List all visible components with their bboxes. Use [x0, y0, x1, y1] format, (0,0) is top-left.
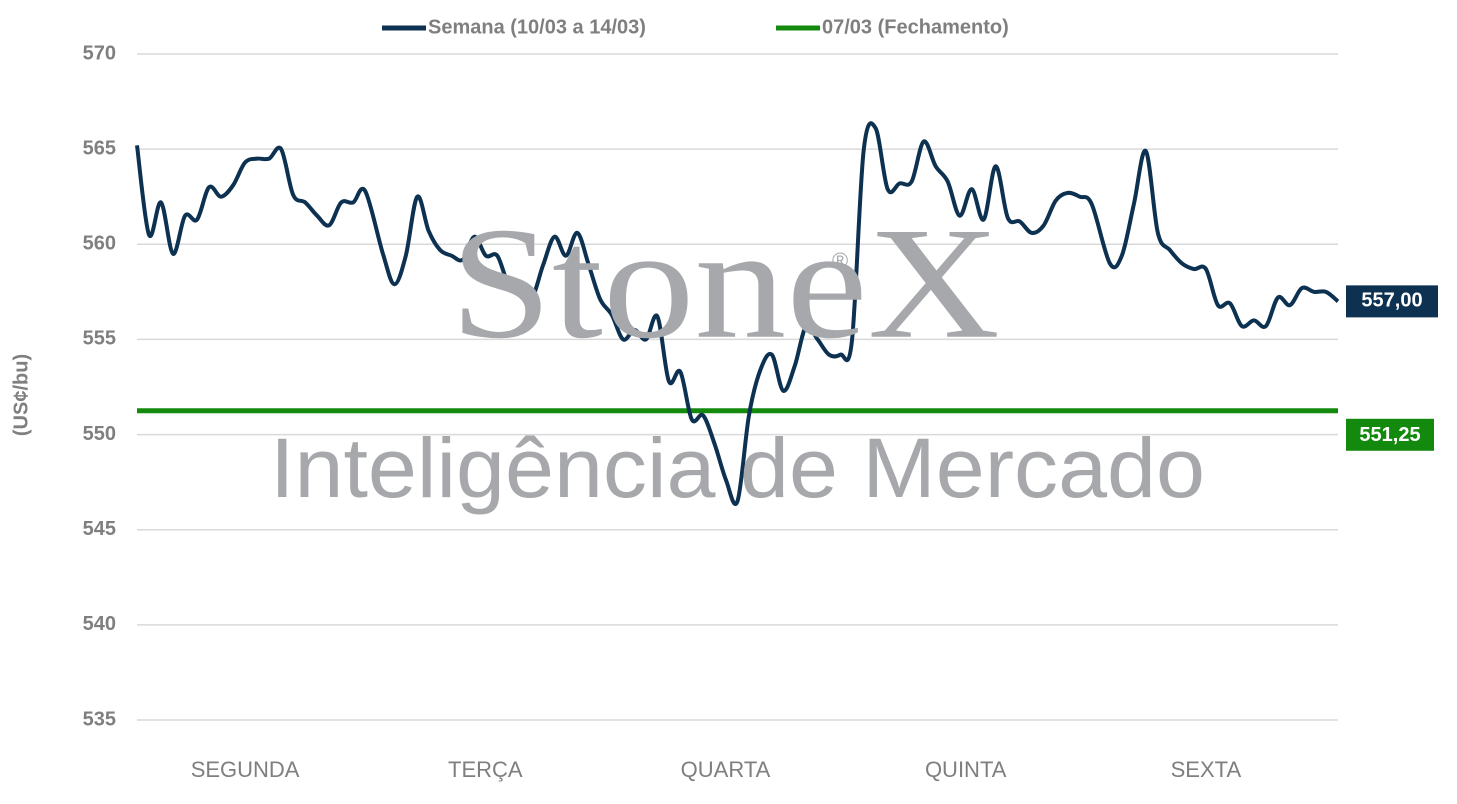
- x-tick-label: QUINTA: [925, 757, 1007, 782]
- x-tick-label: TERÇA: [448, 757, 523, 782]
- watermark-brand: StoneX: [450, 194, 1000, 372]
- end-label-box: [1346, 285, 1438, 318]
- end-label: 557,00: [1361, 290, 1422, 312]
- y-tick-label: 550: [83, 423, 116, 445]
- x-tick-label: SEXTA: [1171, 757, 1242, 782]
- legend-label: Semana (10/03 a 14/03): [428, 16, 646, 38]
- x-tick-label: QUARTA: [681, 757, 771, 782]
- reference-label-box: [1346, 418, 1434, 451]
- watermark-tagline: Inteligência de Mercado: [270, 421, 1205, 515]
- y-axis-label: (US¢/bu): [10, 354, 32, 436]
- y-tick-label: 555: [83, 328, 116, 350]
- watermark-mark: ®: [832, 248, 848, 273]
- x-tick-label: SEGUNDA: [191, 757, 300, 782]
- series-line: [135, 121, 1340, 506]
- y-tick-label: 540: [83, 613, 116, 635]
- y-tick-label: 545: [83, 518, 116, 540]
- y-tick-label: 565: [83, 137, 116, 159]
- y-tick-label: 560: [83, 233, 116, 255]
- y-tick-label: 535: [83, 708, 116, 730]
- legend-label: 07/03 (Fechamento): [822, 16, 1009, 38]
- reference-label: 551,25: [1359, 424, 1420, 446]
- y-tick-label: 570: [83, 42, 116, 64]
